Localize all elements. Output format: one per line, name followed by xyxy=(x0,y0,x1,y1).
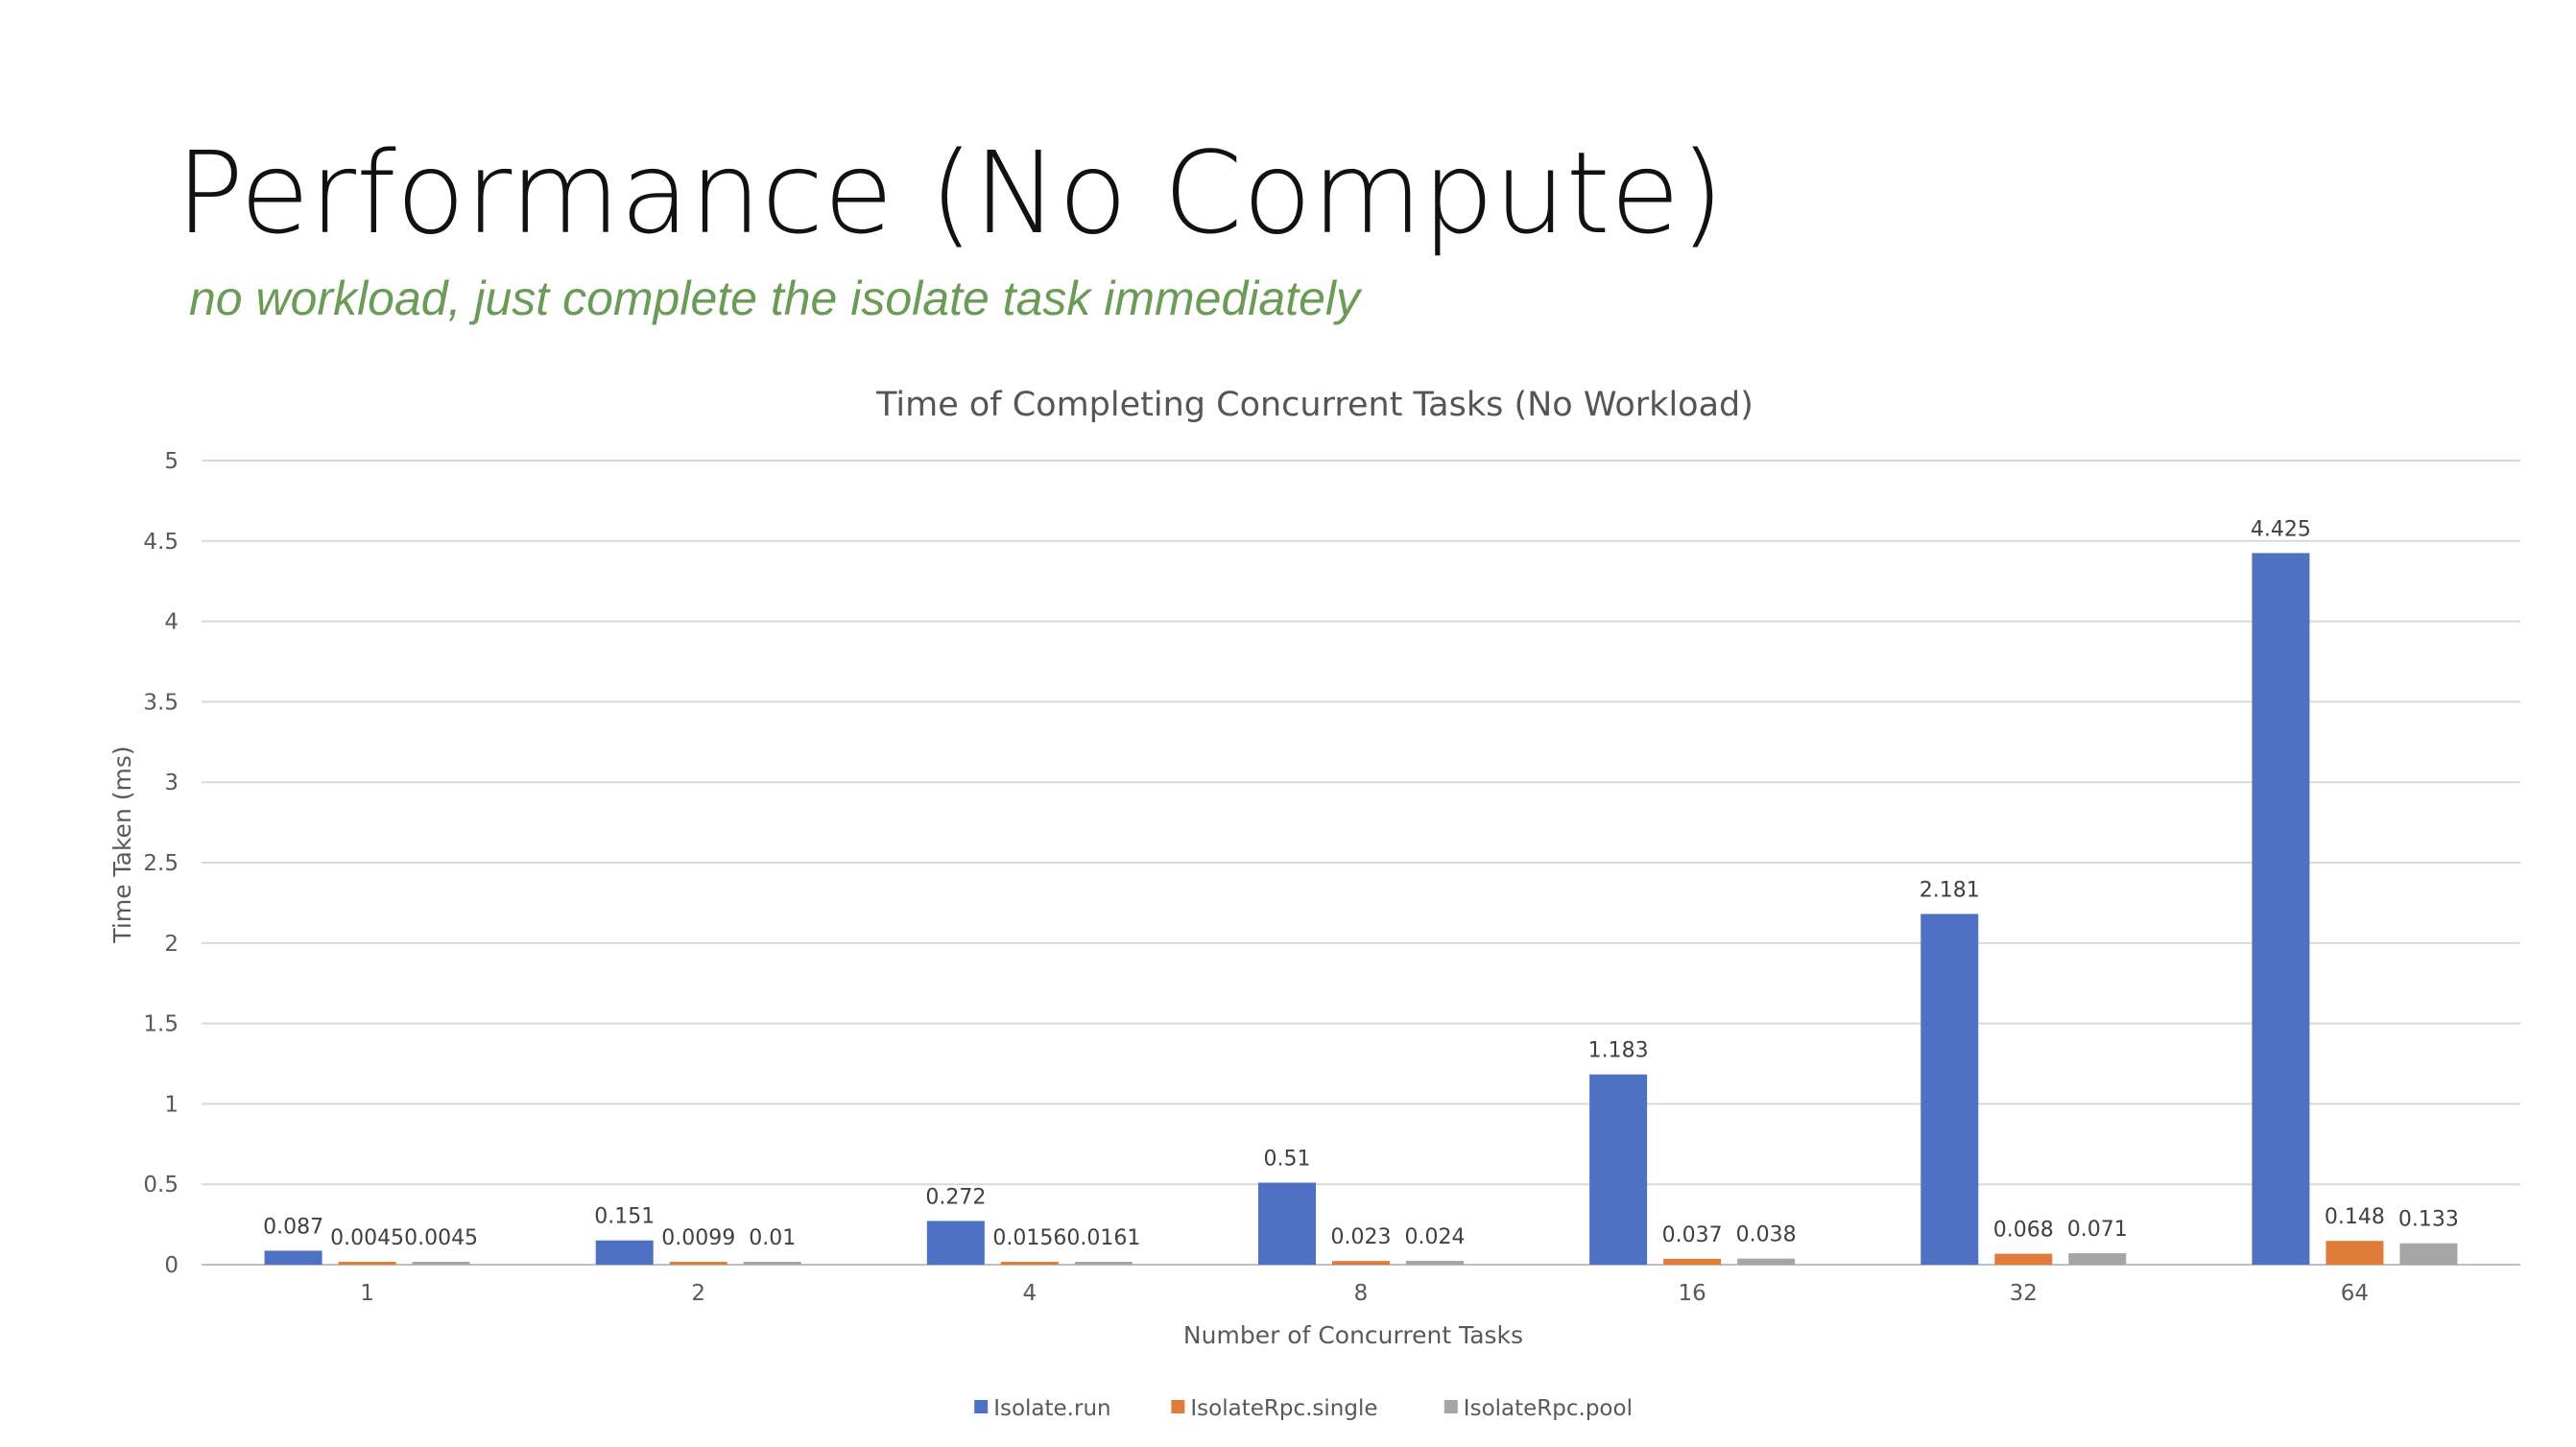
bar xyxy=(2068,1253,2127,1265)
y-axis-label: Time Taken (ms) xyxy=(108,746,136,943)
bar xyxy=(1589,1074,1648,1265)
y-tick-label: 0 xyxy=(164,1253,179,1278)
data-label: 0.0099 xyxy=(661,1226,735,1250)
bar xyxy=(669,1262,727,1265)
bar xyxy=(2326,1241,2384,1265)
bar xyxy=(1258,1182,1316,1265)
data-label: 0.272 xyxy=(925,1185,986,1209)
data-label: 0.023 xyxy=(1331,1225,1392,1249)
legend-label: Isolate.run xyxy=(993,1396,1110,1421)
legend-label: IsolateRpc.single xyxy=(1190,1396,1377,1421)
bar xyxy=(2399,1243,2458,1265)
bar xyxy=(1406,1260,1464,1265)
data-label: 0.151 xyxy=(594,1205,655,1229)
x-tick-label: 8 xyxy=(1354,1281,1369,1306)
x-tick-label: 16 xyxy=(1679,1281,1706,1306)
y-axis-ticks: 0 0.5 1 1.5 2 2.5 3 3.5 4 4.5 5 xyxy=(143,449,179,1278)
x-tick-label: 2 xyxy=(691,1281,705,1306)
x-tick-label: 1 xyxy=(360,1281,374,1306)
y-tick-label: 5 xyxy=(164,449,179,474)
bar xyxy=(1074,1262,1133,1265)
bar xyxy=(264,1250,322,1265)
x-tick-label: 64 xyxy=(2341,1281,2369,1306)
data-label: 4.425 xyxy=(2251,517,2311,541)
y-tick-label: 2.5 xyxy=(143,851,179,876)
data-label: 0.071 xyxy=(2067,1218,2128,1242)
y-tick-label: 4 xyxy=(164,610,179,635)
data-label: 0.0045 xyxy=(404,1226,478,1250)
bar xyxy=(412,1262,470,1265)
bars xyxy=(264,553,2458,1265)
slide-subtitle: no workload, just complete the isolate t… xyxy=(189,272,1361,325)
bar xyxy=(1000,1262,1059,1265)
data-label: 0.148 xyxy=(2325,1205,2385,1229)
x-tick-label: 4 xyxy=(1023,1281,1038,1306)
y-tick-label: 1 xyxy=(164,1092,179,1117)
data-label: 0.024 xyxy=(1405,1225,1466,1249)
bar xyxy=(2252,553,2310,1265)
bar xyxy=(338,1262,396,1265)
bar xyxy=(1994,1253,2053,1265)
slide-title: Performance (No Compute) xyxy=(176,127,1725,259)
bar xyxy=(1920,913,1979,1265)
bar xyxy=(1332,1261,1390,1265)
x-tick-label: 32 xyxy=(2010,1281,2038,1306)
data-label: 0.01 xyxy=(749,1226,796,1250)
y-tick-label: 4.5 xyxy=(143,530,179,555)
data-label: 0.087 xyxy=(263,1215,323,1239)
data-label: 0.0045 xyxy=(330,1226,404,1250)
bar xyxy=(1663,1258,1722,1265)
chart-title: Time of Completing Concurrent Tasks (No … xyxy=(875,386,1753,424)
bar xyxy=(743,1262,801,1265)
x-axis-label: Number of Concurrent Tasks xyxy=(1183,1321,1523,1349)
legend-label: IsolateRpc.pool xyxy=(1464,1396,1633,1421)
data-label: 1.183 xyxy=(1588,1039,1649,1063)
bar xyxy=(595,1240,654,1265)
data-label: 0.0156 xyxy=(992,1226,1066,1250)
data-label: 0.51 xyxy=(1264,1148,1311,1172)
y-tick-label: 3.5 xyxy=(143,690,179,715)
gridlines xyxy=(202,460,2520,1266)
data-label: 0.037 xyxy=(1662,1223,1723,1247)
y-tick-label: 2 xyxy=(164,932,179,957)
bar xyxy=(1737,1258,1796,1265)
data-label: 2.181 xyxy=(1920,878,1980,902)
y-tick-label: 1.5 xyxy=(143,1012,179,1037)
legend-swatch xyxy=(1443,1400,1458,1413)
legend-swatch xyxy=(974,1400,989,1413)
data-label: 0.038 xyxy=(1736,1223,1797,1247)
data-label: 0.133 xyxy=(2398,1208,2459,1232)
y-tick-label: 0.5 xyxy=(143,1173,179,1198)
bar xyxy=(926,1221,985,1265)
x-axis-ticks: 1 2 4 8 16 32 64 xyxy=(360,1281,2369,1306)
data-label: 0.0161 xyxy=(1066,1226,1140,1250)
legend-swatch xyxy=(1171,1400,1185,1413)
y-tick-label: 3 xyxy=(164,771,179,795)
legend: Isolate.run IsolateRpc.single IsolateRpc.p… xyxy=(974,1396,1633,1421)
data-label: 0.068 xyxy=(1993,1219,2054,1243)
